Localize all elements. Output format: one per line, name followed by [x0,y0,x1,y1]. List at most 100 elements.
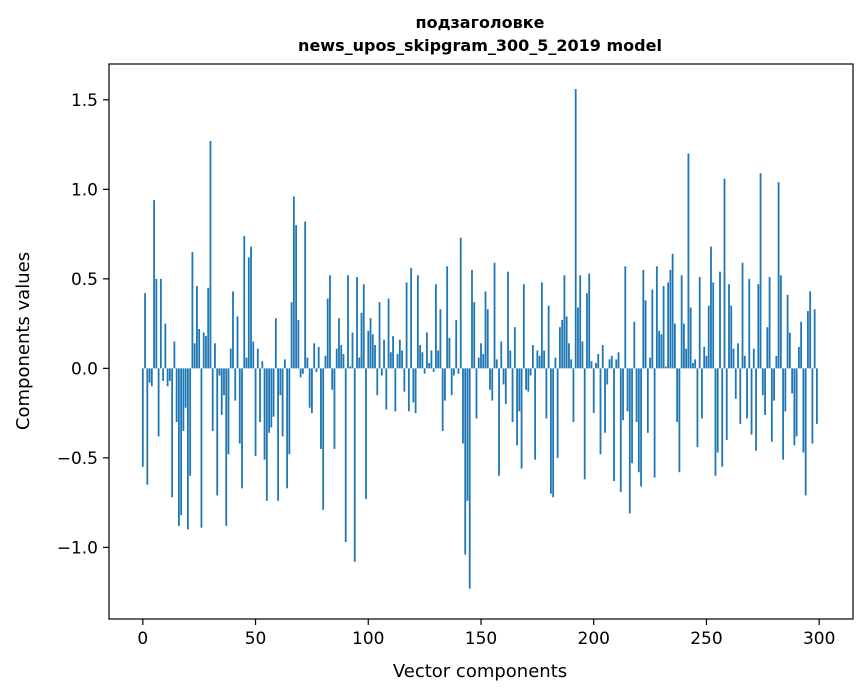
bar-112 [394,368,397,412]
bar-291 [797,346,800,369]
bar-226 [651,289,654,369]
bar-209 [613,368,615,482]
bar-203 [599,368,602,455]
bar-249 [703,346,706,369]
bar-104 [376,368,379,396]
bar-102 [371,334,374,369]
bar-118 [407,368,410,412]
bar-204 [601,345,604,369]
x-tick-label: 250 [690,629,722,649]
bar-71 [301,368,304,374]
bar-44 [241,368,243,489]
bar-298 [813,309,816,369]
bar-1 [144,293,146,369]
bar-269 [748,278,751,369]
bar-257 [721,368,724,467]
bar-280 [773,368,775,401]
bar-115 [401,350,403,369]
bar-64 [286,368,289,489]
bar-181 [549,368,552,494]
y-tick-label: 1.5 [71,91,98,111]
y-tick-label: 1.0 [71,180,98,200]
bar-23 [193,343,196,369]
bar-274 [759,173,762,369]
bar-75 [311,368,313,414]
bar-234 [669,269,672,369]
bar-58 [272,368,275,417]
bar-151 [482,354,485,369]
bar-166 [516,368,518,446]
bar-276 [764,368,766,415]
bar-175 [536,350,539,369]
chart-title-line-1: подзаголовке [416,13,545,32]
bar-261 [730,305,733,369]
bar-29 [207,287,210,369]
bar-177 [540,282,543,369]
bar-74 [308,368,311,408]
bar-190 [570,359,573,369]
bar-66 [290,302,293,369]
y-tick-label: 0.5 [71,270,98,290]
bar-259 [725,368,728,440]
y-axis-label: Components values [13,252,34,430]
bar-41 [234,368,237,401]
bar-267 [743,355,746,369]
bar-84 [331,368,334,390]
bar-174 [534,368,537,460]
bar-281 [775,355,778,369]
bar-283 [779,275,782,369]
bar-273 [757,284,760,369]
bar-60 [277,368,279,501]
bar-159 [500,341,503,369]
bar-16 [177,368,180,526]
bar-47 [247,257,250,369]
bar-18 [182,368,185,432]
bar-254 [714,368,717,476]
bar-94 [353,368,356,562]
bar-22 [191,251,194,369]
bar-268 [746,368,748,419]
bar-154 [489,368,491,390]
bar-153 [486,309,489,369]
bar-8 [159,278,162,369]
bar-42 [236,316,239,369]
bar-33 [216,368,219,496]
bar-92 [349,366,352,369]
bar-158 [498,368,500,476]
bar-109 [387,298,390,369]
bar-133 [441,368,444,432]
bar-55 [265,368,268,501]
bar-98 [362,284,365,369]
bar-241 [685,348,688,369]
bar-230 [660,334,663,369]
bar-213 [622,368,624,421]
bar-229 [658,330,661,369]
bar-219 [635,368,638,423]
bar-143 [464,368,467,555]
bar-72 [304,221,307,369]
x-tick-label: 100 [352,629,384,649]
bar-277 [766,327,769,369]
bar-50 [254,368,257,457]
bar-285 [784,368,787,412]
bar-28 [205,336,207,369]
bar-294 [804,368,807,496]
bar-232 [664,366,667,369]
bar-299 [816,368,818,424]
bar-79 [320,368,322,449]
bar-256 [719,271,721,369]
bar-221 [640,368,642,487]
bar-161 [504,368,507,405]
y-tick-label: −1.0 [57,538,98,558]
bar-252 [710,246,712,369]
bar-36 [223,368,225,396]
bar-164 [511,368,514,423]
chart-title-line-2: news_upos_skipgram_300_5_2019 model [298,36,662,55]
bar-145 [468,368,471,589]
bar-37 [225,368,228,526]
bar-251 [707,305,710,369]
bar-49 [252,341,255,369]
bar-15 [175,368,178,423]
x-tick-label: 50 [245,629,267,649]
